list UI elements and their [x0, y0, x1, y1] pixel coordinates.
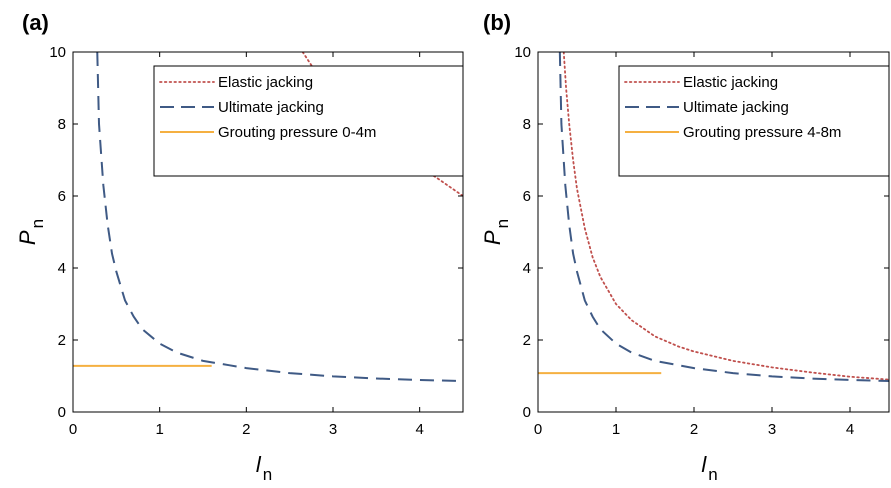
legend-label: Grouting pressure 0-4m	[218, 124, 376, 141]
y-tick-label: 8	[523, 116, 531, 133]
series-line-ultimate-jacking	[96, 52, 463, 383]
y-tick-label: 6	[523, 188, 531, 205]
y-tick-label: 0	[58, 404, 66, 421]
x-tick-label: 3	[768, 421, 776, 438]
x-tick-label: 2	[690, 421, 698, 438]
y-tick-label: 0	[523, 404, 531, 421]
panel-label: (a)	[22, 10, 49, 35]
series-line-ultimate-jacking	[558, 52, 889, 383]
legend: Elastic jacking Ultimate jacking Grouting …	[153, 65, 464, 177]
legend-box	[153, 65, 464, 177]
y-tick-label: 6	[58, 188, 66, 205]
x-tick-label: 3	[329, 421, 337, 438]
x-tick-label: 2	[242, 421, 250, 438]
x-tick-label: 4	[415, 421, 423, 438]
x-tick-label: 0	[69, 421, 77, 438]
legend-label: Grouting pressure 4-8m	[683, 124, 841, 141]
plot-frame	[537, 51, 890, 413]
panel-label: (b)	[483, 10, 511, 35]
y-tick-label: 2	[523, 332, 531, 349]
legend-label: Elastic jacking	[683, 74, 778, 91]
y-axis-label: Pn	[480, 219, 512, 245]
y-axis-label: Pn	[15, 219, 47, 245]
chart-panel-a: (a) 0 1 2 3 4 0 2 4 6 8 10 l n Pn Elastic jacking Ultima…	[15, 10, 464, 484]
x-tick-label: 1	[612, 421, 620, 438]
chart-panel-b: (b) 0 1 2 3 4 0 2 4 6 8 10 l n Pn Elastic jacking Ultima…	[480, 10, 890, 484]
series-line-elastic-jacking	[562, 52, 889, 381]
y-tick-label: 2	[58, 332, 66, 349]
legend-label: Ultimate jacking	[218, 99, 324, 116]
y-tick-label: 10	[49, 44, 66, 61]
plot-frame	[72, 51, 464, 413]
y-tick-label: 4	[58, 260, 66, 277]
y-tick-label: 10	[514, 44, 531, 61]
legend: Elastic jacking Ultimate jacking Grouting …	[618, 65, 890, 177]
x-tick-label: 0	[534, 421, 542, 438]
y-tick-label: 4	[523, 260, 531, 277]
series-group	[538, 52, 889, 383]
legend-box	[618, 65, 890, 177]
x-tick-label: 4	[846, 421, 854, 438]
legend-label: Ultimate jacking	[683, 99, 789, 116]
legend-label: Elastic jacking	[218, 74, 313, 91]
y-tick-label: 8	[58, 116, 66, 133]
x-tick-label: 1	[155, 421, 163, 438]
